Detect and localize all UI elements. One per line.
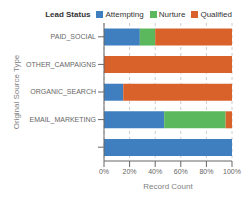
svg-text:80%: 80%: [199, 168, 213, 175]
svg-text:PAID_SOCIAL: PAID_SOCIAL: [51, 33, 96, 41]
svg-text:40%: 40%: [148, 168, 162, 175]
html-text:Lead Status: Lead Status: [45, 10, 91, 19]
html-text:Nurture: Nurture: [158, 10, 186, 19]
svg-text:Record Count: Record Count: [143, 182, 193, 191]
svg-text:OTHER_CAMPAIGNS: OTHER_CAMPAIGNS: [26, 61, 96, 69]
svg-text:60%: 60%: [174, 168, 188, 175]
svg-text:0%: 0%: [99, 168, 109, 175]
svg-text:20%: 20%: [123, 168, 137, 175]
html-text:Attempting: Attempting: [105, 10, 144, 19]
svg-text:100%: 100%: [223, 168, 241, 175]
svg-text:Original Source Type: Original Source Type: [12, 54, 21, 129]
svg-text:ORGANIC_SEARCH: ORGANIC_SEARCH: [30, 88, 96, 96]
html-text:Qualified: Qualified: [200, 10, 232, 19]
svg-text:EMAIL_MARKETING: EMAIL_MARKETING: [29, 116, 96, 124]
